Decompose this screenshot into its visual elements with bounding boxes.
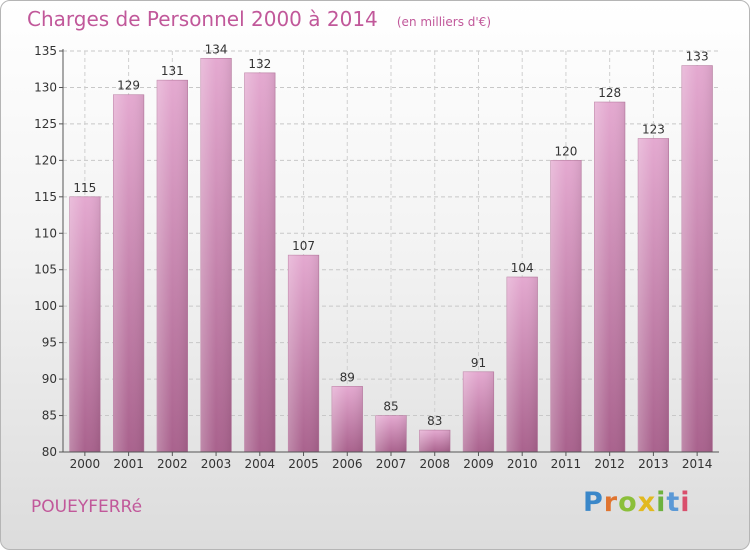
data-label: 131 bbox=[161, 64, 184, 78]
proxiti-logo[interactable]: Proxiti bbox=[583, 487, 691, 518]
data-label: 134 bbox=[205, 42, 228, 56]
bar-shine bbox=[594, 102, 625, 452]
x-tick-label: 2003 bbox=[201, 457, 232, 471]
bar-shine bbox=[244, 72, 276, 452]
data-label: 132 bbox=[248, 57, 271, 71]
data-label: 85 bbox=[383, 400, 398, 414]
bar-shine bbox=[419, 430, 451, 452]
y-tick-label: 100 bbox=[34, 299, 57, 313]
y-tick-label: 125 bbox=[34, 117, 57, 131]
title-row: Charges de Personnel 2000 à 2014 (en mil… bbox=[27, 7, 491, 31]
x-tick-label: 2000 bbox=[70, 457, 101, 471]
data-label: 83 bbox=[427, 414, 442, 428]
bar-shine bbox=[157, 80, 188, 452]
y-tick-label: 80 bbox=[42, 445, 57, 459]
x-tick-label: 2006 bbox=[332, 457, 363, 471]
x-tick-label: 2010 bbox=[507, 457, 538, 471]
bar-shine bbox=[331, 386, 363, 452]
y-tick-label: 120 bbox=[34, 153, 57, 167]
chart-title: Charges de Personnel 2000 à 2014 bbox=[27, 7, 378, 31]
data-label: 104 bbox=[511, 261, 534, 275]
data-label: 91 bbox=[471, 356, 486, 370]
x-tick-label: 2009 bbox=[463, 457, 494, 471]
y-tick-label: 110 bbox=[34, 226, 57, 240]
bar-shine bbox=[681, 65, 713, 452]
x-tick-label: 2001 bbox=[113, 457, 144, 471]
y-tick-label: 95 bbox=[42, 336, 57, 350]
y-tick-label: 135 bbox=[34, 44, 57, 58]
y-tick-label: 105 bbox=[34, 263, 57, 277]
x-tick-label: 2013 bbox=[638, 457, 669, 471]
y-tick-label: 85 bbox=[42, 409, 57, 423]
y-tick-label: 90 bbox=[42, 372, 57, 386]
bar-shine bbox=[200, 58, 232, 453]
bar-shine bbox=[288, 255, 319, 452]
data-label: 120 bbox=[554, 144, 577, 158]
bar-shine bbox=[375, 415, 407, 452]
chart-subtitle: (en milliers d'€) bbox=[396, 15, 491, 29]
bar-shine bbox=[638, 138, 669, 452]
data-label: 133 bbox=[686, 50, 709, 64]
bar-shine bbox=[463, 371, 494, 452]
data-label: 115 bbox=[73, 181, 96, 195]
data-label: 107 bbox=[292, 239, 315, 253]
y-tick-label: 130 bbox=[34, 80, 57, 94]
axis-layer: 80 85 90 95 100 105 110 115 120 125 130 135 2000 2001… bbox=[34, 44, 719, 471]
x-tick-label: 2005 bbox=[288, 457, 319, 471]
x-tick-label: 2008 bbox=[419, 457, 450, 471]
y-tick-label: 115 bbox=[34, 190, 57, 204]
x-tick-label: 2012 bbox=[594, 457, 625, 471]
x-tick-label: 2007 bbox=[376, 457, 407, 471]
data-label: 89 bbox=[340, 370, 355, 384]
x-tick-label: 2002 bbox=[157, 457, 188, 471]
x-tick-label: 2004 bbox=[245, 457, 276, 471]
data-label: 128 bbox=[598, 86, 621, 100]
bar-shine bbox=[550, 160, 582, 452]
data-label: 129 bbox=[117, 79, 140, 93]
data-label: 123 bbox=[642, 122, 665, 136]
commune-name: POUEYFERRé bbox=[31, 497, 143, 517]
x-tick-label: 2011 bbox=[551, 457, 582, 471]
bar-shine bbox=[113, 94, 144, 452]
bar-shine bbox=[69, 196, 101, 452]
bar-layer: 115 129 131 134 132 107 89 85 83 91 104 120 128 123 13… bbox=[69, 42, 713, 453]
x-tick-label: 2014 bbox=[682, 457, 713, 471]
bar-shine bbox=[506, 277, 538, 452]
